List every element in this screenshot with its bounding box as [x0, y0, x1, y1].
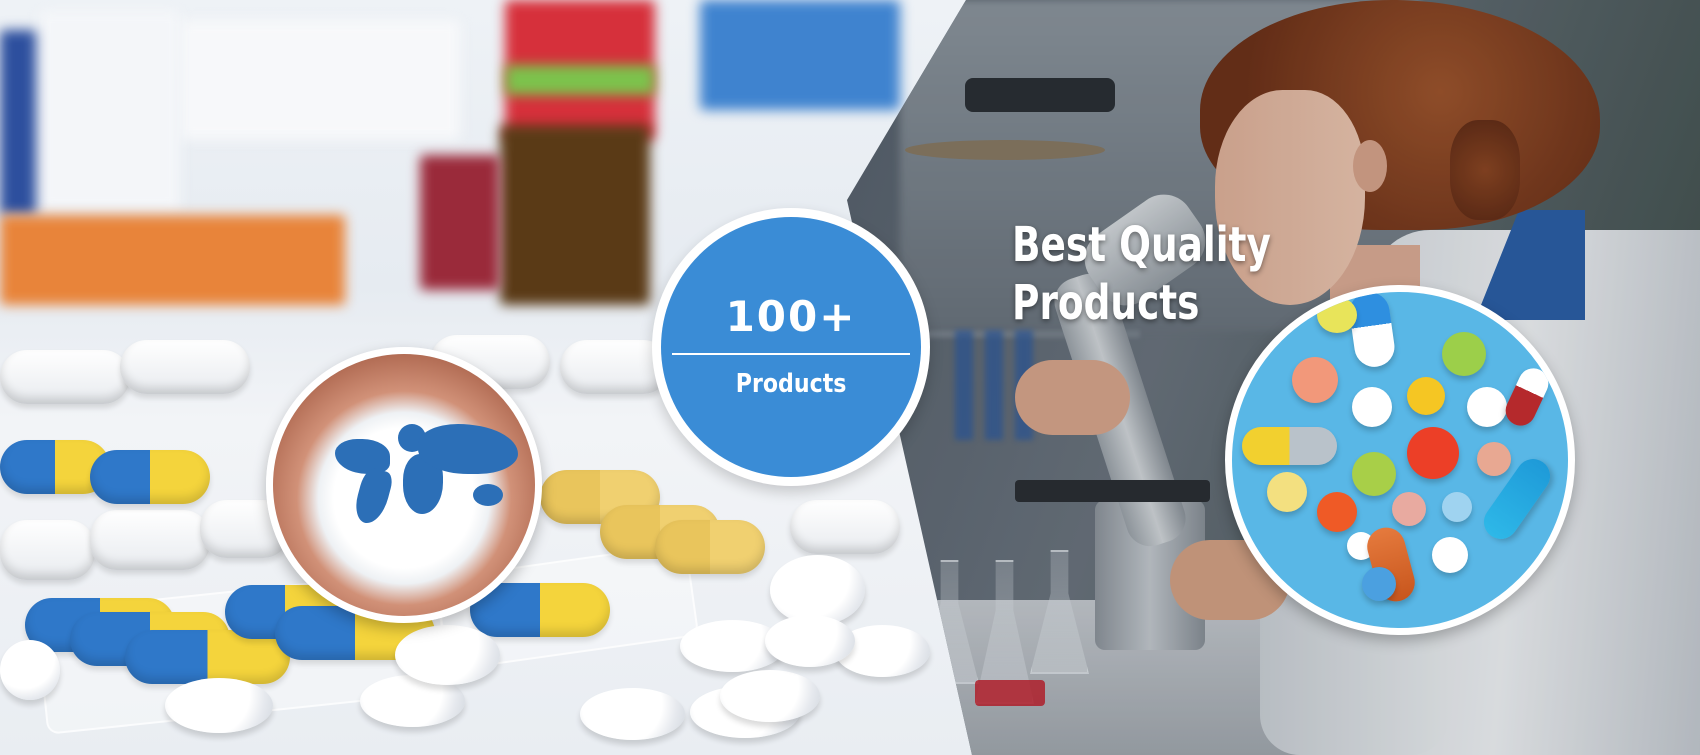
product-count-badge: 100+ Products — [652, 208, 930, 486]
badge-inner-circle: 100+ Products — [661, 217, 921, 477]
product-count-label: Products — [735, 368, 847, 399]
headline: Best Quality Products — [1012, 216, 1271, 332]
product-count: 100+ — [725, 291, 857, 341]
colorful-pills-image — [1225, 285, 1575, 635]
headline-line-1: Best Quality — [1012, 217, 1271, 273]
badge-divider — [672, 352, 910, 355]
headline-line-2: Products — [1012, 275, 1200, 331]
powder-world-map-image — [266, 347, 542, 623]
